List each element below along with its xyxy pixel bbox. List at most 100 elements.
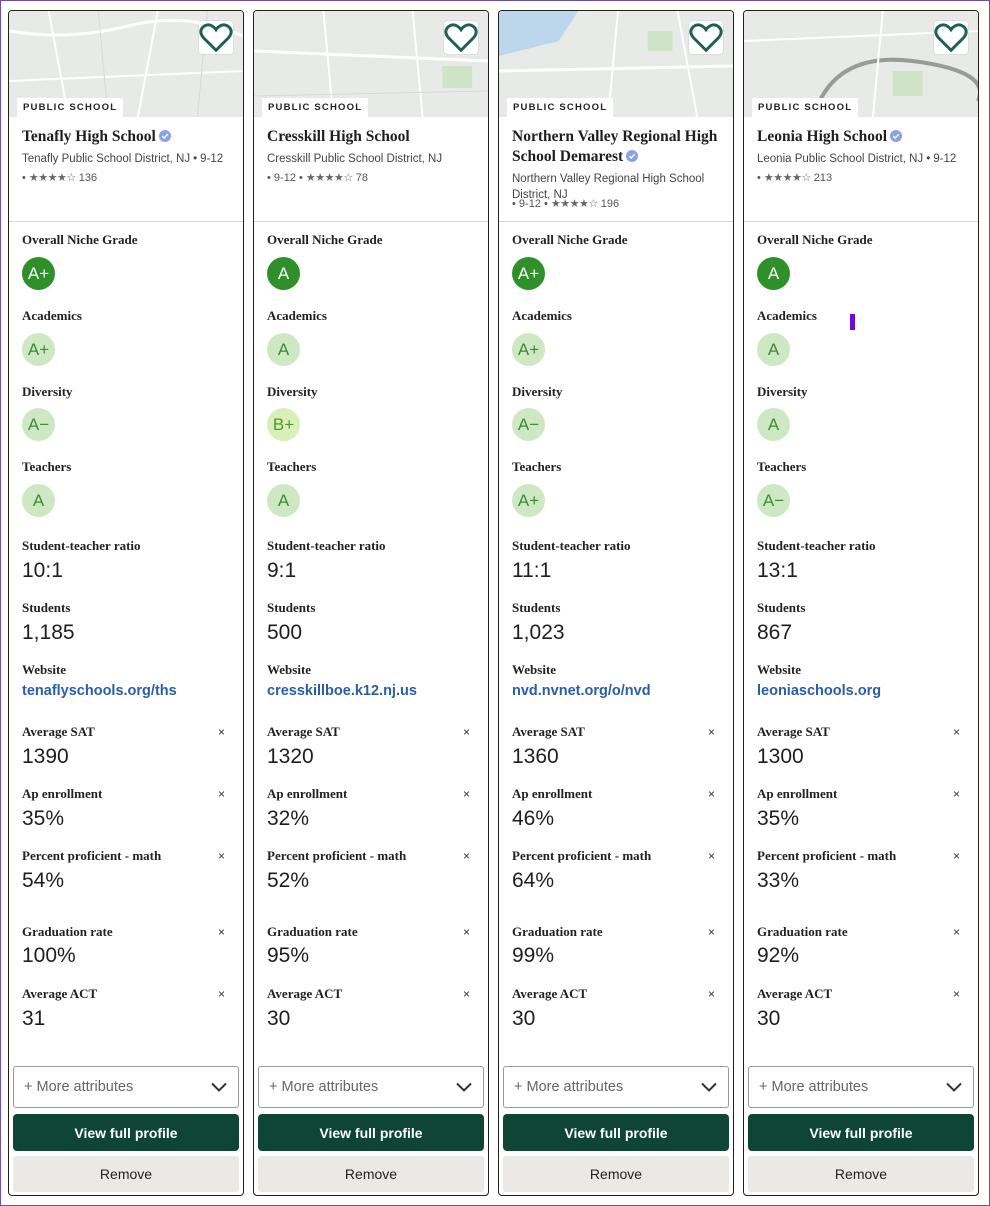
more-attributes-label: + More attributes <box>269 1079 379 1095</box>
chevron-down-icon <box>946 1082 962 1092</box>
district-name: Northern Valley Regional High School Dis… <box>512 173 705 201</box>
students-label: Students <box>267 600 316 615</box>
more-attributes-dropdown[interactable]: + More attributes <box>13 1066 239 1108</box>
verified-badge-icon <box>626 150 639 162</box>
school-card: PUBLIC SCHOOL Cresskill High School Cres… <box>253 10 489 1196</box>
sat-value: 1320 <box>267 745 314 768</box>
school-name-line[interactable]: Leonia High School <box>757 127 965 147</box>
school-name-line[interactable]: Cresskill High School <box>267 127 475 147</box>
remove-sat-button[interactable]: × <box>952 725 960 739</box>
website-link[interactable]: tenaflyschools.org/ths <box>22 683 177 699</box>
diversity-grade-badge: A− <box>22 408 55 441</box>
teachers-grade-badge: A+ <box>512 484 545 517</box>
school-name[interactable]: Cresskill High School <box>267 128 410 145</box>
school-type-badge: PUBLIC SCHOOL <box>262 98 369 117</box>
view-full-profile-button[interactable]: View full profile <box>258 1114 484 1151</box>
remove-sat-button[interactable]: × <box>462 725 470 739</box>
card-header: Tenafly High School Tenafly Public Schoo… <box>9 117 243 222</box>
students-value: 867 <box>757 621 793 644</box>
school-map: PUBLIC SCHOOL <box>744 11 978 117</box>
school-card: PUBLIC SCHOOL Northern Valley Regional H… <box>498 10 734 1196</box>
website-link[interactable]: leoniaschools.org <box>757 683 882 699</box>
school-type-badge: PUBLIC SCHOOL <box>17 98 124 117</box>
remove-act-button[interactable]: × <box>952 987 960 1001</box>
math-value: 64% <box>512 869 555 892</box>
remove-button[interactable]: Remove <box>13 1156 239 1192</box>
remove-ap-button[interactable]: × <box>217 787 225 801</box>
remove-sat-button[interactable]: × <box>707 725 715 739</box>
more-attributes-dropdown[interactable]: + More attributes <box>258 1066 484 1108</box>
district-line: Tenafly Public School District, NJ • 9-12 <box>22 153 224 165</box>
view-full-profile-button[interactable]: View full profile <box>13 1114 239 1151</box>
card-header: Northern Valley Regional High School Dem… <box>499 117 733 222</box>
math-label: Percent proficient - math <box>757 848 897 863</box>
more-attributes-dropdown[interactable]: + More attributes <box>748 1066 974 1108</box>
website-link[interactable]: nvd.nvnet.org/o/nvd <box>512 683 651 699</box>
remove-math-button[interactable]: × <box>707 849 715 863</box>
remove-ap-button[interactable]: × <box>462 787 470 801</box>
remove-act-button[interactable]: × <box>707 987 715 1001</box>
remove-act-button[interactable]: × <box>462 987 470 1001</box>
school-card: PUBLIC SCHOOL Tenafly High School Tenafl… <box>8 10 244 1196</box>
academics-grade-badge: A+ <box>22 333 55 366</box>
academics-label: Academics <box>22 308 82 323</box>
overall-grade-label: Overall Niche Grade <box>512 232 628 247</box>
overall-grade-badge: A <box>267 257 300 290</box>
ratio-value: 11:1 <box>512 559 552 582</box>
school-name-line[interactable]: Tenafly High School <box>22 127 230 147</box>
save-favorite-button[interactable] <box>444 21 478 54</box>
remove-math-button[interactable]: × <box>217 849 225 863</box>
teachers-label: Teachers <box>22 459 72 474</box>
heart-icon <box>444 23 478 53</box>
save-favorite-button[interactable] <box>934 21 968 54</box>
district-name: Leonia Public School District, NJ <box>757 153 924 165</box>
remove-grad-button[interactable]: × <box>707 925 715 939</box>
math-value: 54% <box>22 869 65 892</box>
school-name[interactable]: Northern Valley Regional High School Dem… <box>512 128 718 165</box>
grade-range: 9-12 <box>273 172 296 184</box>
website-label: Website <box>22 662 67 677</box>
ratio-value: 10:1 <box>22 559 63 582</box>
school-name-line[interactable]: Northern Valley Regional High School Dem… <box>512 127 720 167</box>
school-card: PUBLIC SCHOOL Leonia High School Leonia … <box>743 10 979 1196</box>
review-count[interactable]: 196 <box>600 198 620 210</box>
ratio-label: Student-teacher ratio <box>22 538 141 553</box>
school-name[interactable]: Tenafly High School <box>22 128 156 145</box>
remove-button[interactable]: Remove <box>503 1156 729 1192</box>
remove-grad-button[interactable]: × <box>952 925 960 939</box>
remove-button[interactable]: Remove <box>748 1156 974 1192</box>
remove-grad-button[interactable]: × <box>462 925 470 939</box>
math-value: 52% <box>267 869 310 892</box>
more-attributes-dropdown[interactable]: + More attributes <box>503 1066 729 1108</box>
ap-label: Ap enrollment <box>757 786 838 801</box>
remove-ap-button[interactable]: × <box>952 787 960 801</box>
website-label: Website <box>267 662 312 677</box>
ap-value: 32% <box>267 807 310 830</box>
remove-grad-button[interactable]: × <box>217 925 225 939</box>
remove-math-button[interactable]: × <box>952 849 960 863</box>
remove-act-button[interactable]: × <box>217 987 225 1001</box>
review-count[interactable]: 213 <box>813 172 833 184</box>
grad-value: 99% <box>512 944 555 967</box>
review-count[interactable]: 136 <box>78 172 98 184</box>
rating-line: • 9-12 • ★★★★☆ 196 <box>512 198 620 210</box>
chevron-down-icon <box>701 1082 717 1092</box>
remove-ap-button[interactable]: × <box>707 787 715 801</box>
grad-label: Graduation rate <box>512 924 603 939</box>
ap-value: 35% <box>22 807 65 830</box>
save-favorite-button[interactable] <box>199 21 233 54</box>
math-label: Percent proficient - math <box>267 848 407 863</box>
remove-button[interactable]: Remove <box>258 1156 484 1192</box>
district-name: Tenafly Public School District, NJ <box>22 153 191 165</box>
remove-math-button[interactable]: × <box>462 849 470 863</box>
grad-label: Graduation rate <box>22 924 113 939</box>
review-count[interactable]: 78 <box>355 172 369 184</box>
more-attributes-label: + More attributes <box>759 1079 869 1095</box>
remove-sat-button[interactable]: × <box>217 725 225 739</box>
view-full-profile-button[interactable]: View full profile <box>748 1114 974 1151</box>
website-link[interactable]: cresskillboe.k12.nj.us <box>267 683 417 699</box>
school-name[interactable]: Leonia High School <box>757 128 888 145</box>
overall-grade-label: Overall Niche Grade <box>267 232 383 247</box>
save-favorite-button[interactable] <box>689 21 723 54</box>
view-full-profile-button[interactable]: View full profile <box>503 1114 729 1151</box>
